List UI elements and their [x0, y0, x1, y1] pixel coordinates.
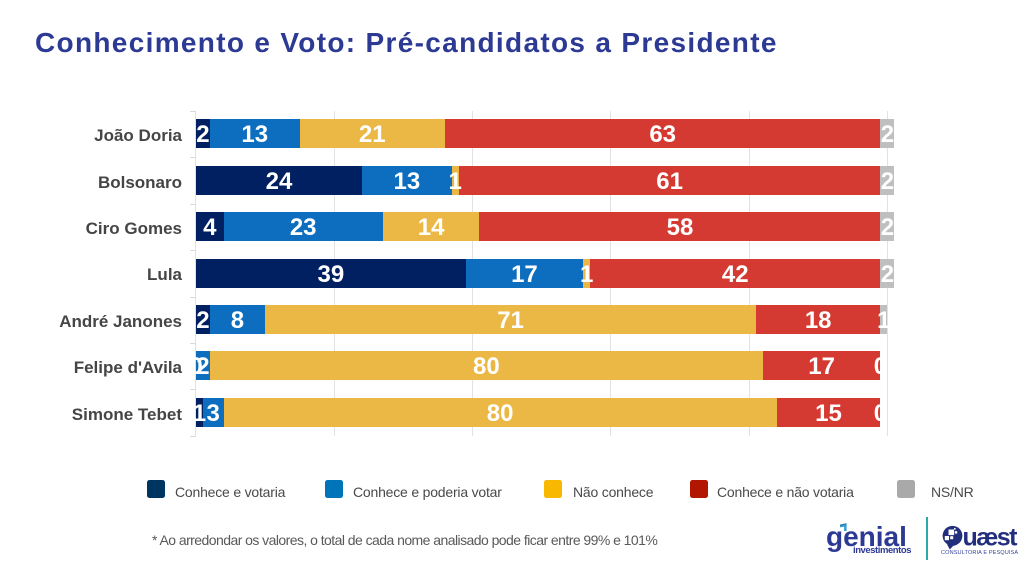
svg-text:uæst: uæst: [963, 524, 1019, 552]
svg-text:CONSULTORIA E PESQUISA: CONSULTORIA E PESQUISA: [941, 550, 1018, 556]
